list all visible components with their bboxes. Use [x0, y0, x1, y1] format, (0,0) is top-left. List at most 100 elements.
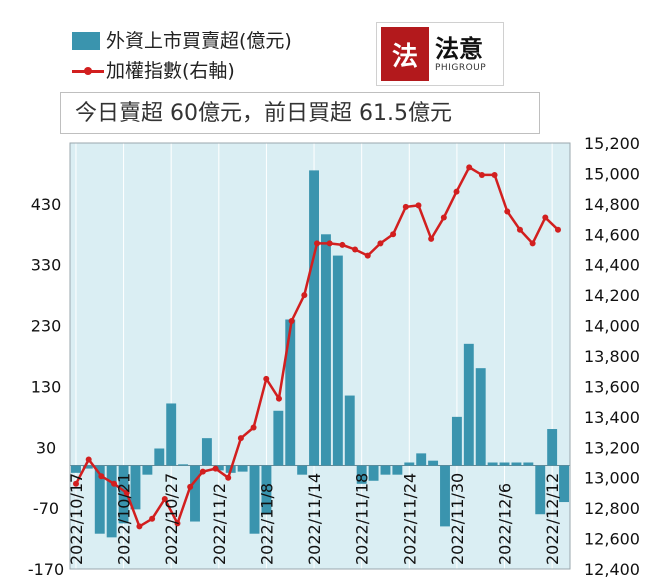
right-tick-label: 13,400 [584, 408, 640, 427]
logo-english: PHIGROUP [435, 63, 487, 73]
index-point [390, 231, 397, 238]
bar [428, 460, 439, 466]
right-tick-label: 14,200 [584, 286, 640, 305]
legend-bar-label: 外資上市買賣超(億元) [106, 30, 292, 52]
bar [249, 465, 260, 534]
x-tick-label: 2022/11/18 [353, 473, 372, 565]
bar [559, 465, 569, 503]
index-point [428, 235, 435, 242]
right-tick-label: 14,400 [584, 256, 640, 275]
index-point [111, 480, 118, 487]
bar [499, 462, 510, 466]
bar [523, 462, 534, 466]
left-tick-label: -70 [33, 499, 59, 518]
bar [106, 465, 117, 538]
x-tick-label: 2022/12/12 [543, 473, 562, 565]
index-point [542, 214, 549, 221]
bar [440, 465, 450, 527]
bar-series [71, 170, 569, 538]
index-point [301, 292, 308, 299]
right-tick-label: 13,000 [584, 469, 640, 488]
bar [463, 343, 474, 466]
bar [344, 395, 355, 466]
bar [321, 234, 331, 466]
left-axis-ticks: -170 -70 30 130 230 330 430 [28, 195, 64, 579]
legend-item-bars: 外資上市買賣超(億元) [72, 26, 292, 56]
index-point [339, 241, 346, 248]
index-point [377, 240, 384, 247]
bar [285, 319, 296, 466]
bar [297, 465, 308, 475]
bar [190, 465, 200, 522]
x-axis-ticks: 2022/10/17 2022/10/21 2022/10/27 2022/11/2 2… [67, 473, 562, 565]
bar [154, 448, 165, 466]
bar [118, 465, 129, 524]
bar [82, 465, 93, 469]
index-point [504, 208, 511, 215]
left-tick-label: 130 [31, 377, 62, 396]
bar [487, 462, 498, 466]
x-tick-label: 2022/11/8 [257, 483, 276, 565]
bar [309, 170, 319, 466]
left-tick-label: 330 [31, 256, 62, 275]
line-series [73, 164, 561, 530]
bar [547, 429, 558, 466]
bar [451, 416, 462, 466]
index-point [288, 318, 295, 325]
index-point [478, 171, 485, 178]
index-point [85, 456, 92, 463]
bar [404, 462, 415, 466]
right-tick-label: 12,400 [584, 560, 640, 579]
legend-line-label: 加權指數(右軸) [106, 60, 235, 82]
index-point [516, 226, 523, 233]
bar [142, 465, 153, 475]
index-point [263, 375, 270, 382]
bar [237, 465, 248, 472]
summary-note: 今日賣超 60億元，前日買超 61.5億元 [60, 92, 540, 134]
index-point [149, 515, 156, 522]
legend-item-line: 加權指數(右軸) [72, 56, 292, 86]
bar [511, 462, 522, 466]
index-point [491, 171, 498, 178]
index-point [352, 246, 359, 253]
x-tick-label: 2022/10/27 [162, 473, 181, 565]
bar [213, 465, 224, 471]
index-point [326, 240, 333, 247]
bar [475, 368, 486, 466]
index-point [250, 424, 257, 431]
left-tick-label: 230 [31, 317, 62, 336]
right-tick-label: 12,800 [584, 499, 640, 518]
index-point [466, 164, 473, 171]
x-tick-label: 2022/11/14 [305, 473, 324, 565]
left-tick-label: -170 [28, 560, 64, 579]
bar [130, 465, 141, 510]
index-point [364, 252, 371, 259]
index-point [199, 468, 206, 475]
bar [273, 410, 284, 466]
right-tick-label: 12,600 [584, 530, 640, 549]
bar [178, 464, 189, 466]
index-point [529, 240, 536, 247]
logo-chinese: 法意 [435, 35, 483, 63]
index-point [212, 465, 219, 472]
bar [368, 465, 379, 481]
index-point [237, 435, 244, 442]
index-point [161, 496, 168, 503]
bar [392, 465, 403, 475]
x-tick-label: 2022/10/21 [115, 473, 134, 565]
left-tick-label: 430 [31, 195, 62, 214]
right-tick-label: 14,000 [584, 317, 640, 336]
legend: 外資上市買賣超(億元) 加權指數(右軸) [72, 26, 292, 86]
right-tick-label: 14,800 [584, 195, 640, 214]
index-point [440, 214, 447, 221]
bar [166, 403, 177, 466]
index-point [402, 203, 409, 210]
index-point [415, 202, 422, 209]
bar [416, 453, 427, 466]
bar [201, 438, 212, 466]
logo-mark-icon: 法 [381, 27, 429, 81]
index-point [187, 483, 194, 490]
index-point [174, 520, 181, 527]
phigroup-logo: 法 法意 PHIGROUP [376, 22, 504, 86]
